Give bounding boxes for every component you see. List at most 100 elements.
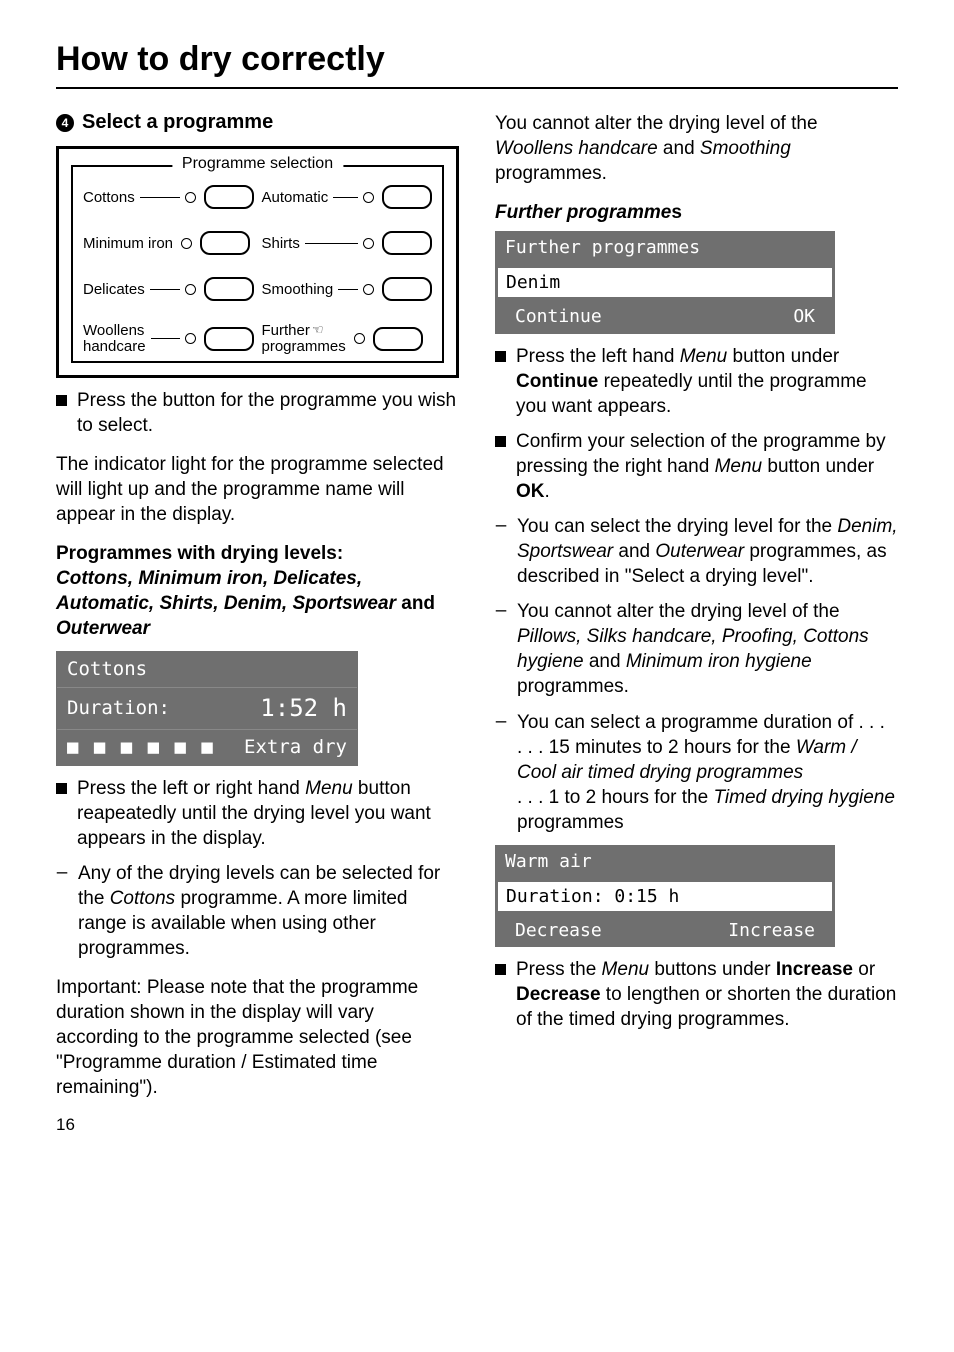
dash-cannot-alter-2: – You cannot alter the drying level of t…	[495, 599, 898, 699]
text-italic: Outerwear	[655, 541, 744, 562]
prog-delicates-button[interactable]	[204, 277, 254, 301]
step-heading-text: Select a programme	[82, 111, 273, 134]
text: and	[613, 541, 655, 562]
square-bullet-icon	[495, 964, 506, 975]
prog-minimum-iron: Minimum iron	[83, 231, 254, 255]
prog-smoothing: Smoothing	[262, 277, 433, 301]
prog-further-label-1: Further	[262, 322, 310, 339]
lcd-cottons-r3-right: Extra dry	[244, 736, 347, 759]
lcd-further-r3-left: Continue	[505, 306, 665, 328]
prog-automatic: Automatic	[262, 185, 433, 209]
prog-levels-heading-italic1: Cottons, Minimum iron, Delicates, Automa…	[56, 568, 396, 614]
title-rule	[56, 87, 898, 89]
text-italic: Timed drying hygiene	[713, 787, 894, 808]
prog-automatic-button[interactable]	[382, 185, 432, 209]
lcd-further: Further programmes Denim Continue OK	[495, 231, 835, 333]
programme-panel: Programme selection Cottons Automatic	[56, 146, 459, 378]
bullet-confirm: Confirm your selection of the programme …	[495, 429, 898, 504]
prog-automatic-label: Automatic	[262, 189, 329, 206]
prog-cottons: Cottons	[83, 185, 254, 209]
lcd-cottons-r1: Cottons	[57, 652, 357, 687]
lcd-further-r3: Continue OK	[495, 300, 835, 334]
lcd-further-r3-right: OK	[665, 306, 825, 328]
text: buttons under	[649, 959, 776, 980]
text-italic: Menu	[680, 346, 728, 367]
prog-levels-heading: Programmes with drying levels: Cottons, …	[56, 541, 459, 641]
prog-cottons-button[interactable]	[204, 185, 254, 209]
led-icon	[363, 284, 374, 295]
prog-minimum-iron-button[interactable]	[200, 231, 250, 255]
text-bold: OK	[516, 481, 545, 502]
text: Press the left hand	[516, 346, 680, 367]
text-italic: Menu	[715, 456, 763, 477]
prog-further-button[interactable]	[373, 327, 423, 351]
lcd-warmair-r3-left: Decrease	[505, 920, 665, 942]
text-italic: Menu	[602, 959, 650, 980]
text: and	[658, 138, 700, 159]
lcd-warmair-r2-wrap: Duration: 0:15 h	[495, 879, 835, 914]
prog-further-label-2: programmes	[262, 338, 346, 355]
lcd-warmair-r3: Decrease Increase	[495, 914, 835, 948]
prog-shirts: Shirts	[262, 231, 433, 255]
prog-shirts-button[interactable]	[382, 231, 432, 255]
lcd-cottons-bars: ■ ■ ■ ■ ■ ■	[67, 736, 215, 759]
lcd-warmair-r3-right: Increase	[665, 920, 825, 942]
step-number-badge: 4	[56, 114, 74, 132]
text: button under	[762, 456, 874, 477]
prog-woollens-button[interactable]	[204, 327, 254, 351]
prog-delicates-label: Delicates	[83, 281, 145, 298]
text: You can select a programme duration of .…	[517, 712, 885, 733]
dash-any-levels: – Any of the drying levels can be select…	[56, 861, 459, 961]
prog-smoothing-button[interactable]	[382, 277, 432, 301]
text: Press the	[516, 959, 602, 980]
page-number: 16	[56, 1115, 459, 1135]
prog-woollens-label-2: handcare	[83, 338, 146, 355]
lcd-further-r1: Further programmes	[495, 231, 835, 265]
left-column: 4 Select a programme Programme selection…	[56, 111, 459, 1135]
bullet-final: Press the Menu buttons under Increase or…	[495, 957, 898, 1032]
lcd-cottons-r2-right: 1:52 h	[260, 694, 347, 723]
prog-delicates: Delicates	[83, 277, 254, 301]
square-bullet-icon	[56, 783, 67, 794]
dash-icon: –	[495, 710, 507, 835]
led-icon	[354, 333, 365, 344]
led-icon	[181, 238, 192, 249]
programme-legend: Programme selection	[172, 155, 343, 173]
text: programmes.	[495, 163, 607, 184]
text: button under	[727, 346, 839, 367]
prog-minimum-iron-label: Minimum iron	[83, 235, 173, 252]
prog-woollens: Woollens handcare	[83, 323, 254, 355]
lcd-cottons-r2-left: Duration:	[67, 697, 170, 720]
prog-woollens-label-1: Woollens	[83, 322, 144, 339]
text-bold: Increase	[776, 959, 853, 980]
text-italic: Smoothing	[700, 138, 791, 159]
programme-fieldset: Programme selection Cottons Automatic	[71, 165, 444, 363]
lcd-warmair-r1: Warm air	[495, 845, 835, 879]
square-bullet-icon	[495, 436, 506, 447]
square-bullet-icon	[495, 351, 506, 362]
led-icon	[185, 284, 196, 295]
page-title: How to dry correctly	[56, 40, 898, 79]
led-icon	[363, 192, 374, 203]
sensor-icon: ☜	[312, 323, 324, 336]
prog-smoothing-label: Smoothing	[262, 281, 334, 298]
led-icon	[185, 333, 196, 344]
dash-duration: – You can select a programme duration of…	[495, 710, 898, 835]
text: .	[545, 481, 550, 502]
prog-levels-heading-and: and	[396, 593, 435, 614]
prog-levels-heading-line1: Programmes with drying levels:	[56, 543, 343, 564]
prog-levels-heading-italic2: Outerwear	[56, 618, 150, 639]
text: You can select the drying level for the	[517, 516, 837, 537]
text-bold: Continue	[516, 371, 598, 392]
right-column: You cannot alter the drying level of the…	[495, 111, 898, 1135]
text: or	[853, 959, 875, 980]
text-italic: Woollens handcare	[495, 138, 658, 159]
lcd-cottons-r2: Duration: 1:52 h	[57, 687, 357, 729]
dash-icon: –	[495, 514, 507, 589]
bullet-press-button-text: Press the button for the programme you w…	[77, 388, 459, 438]
prog-further: Further☜ programmes	[262, 323, 433, 355]
lcd-cottons: Cottons Duration: 1:52 h ■ ■ ■ ■ ■ ■ Ext…	[56, 651, 358, 765]
text-italic: Minimum iron hygiene	[626, 651, 812, 672]
lcd-cottons-r3: ■ ■ ■ ■ ■ ■ Extra dry	[57, 729, 357, 765]
dash-icon: –	[56, 861, 68, 961]
